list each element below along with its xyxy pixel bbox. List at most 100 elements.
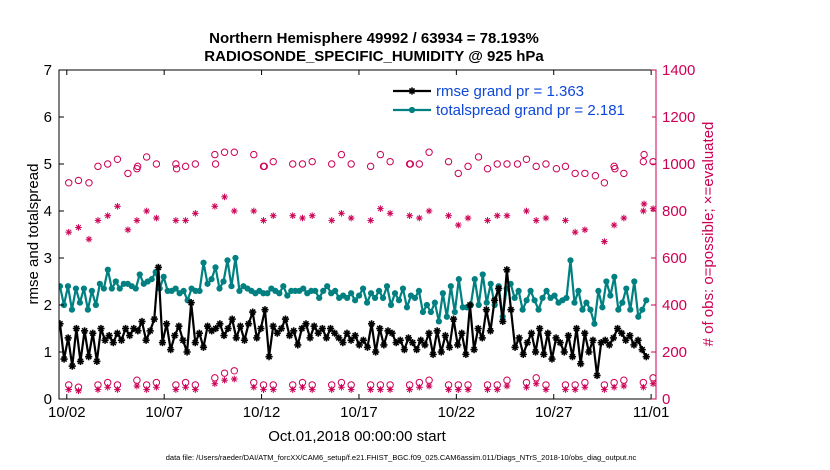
rmse-point xyxy=(298,324,306,333)
rmse-point xyxy=(285,331,294,340)
y-tick-label-right: 200 xyxy=(662,344,687,361)
obs-evaluated-point xyxy=(153,214,160,222)
rmse-point xyxy=(544,329,552,337)
rmse-point xyxy=(113,329,121,337)
totalspread-point xyxy=(435,318,442,325)
rmse-point xyxy=(527,329,536,337)
obs-evaluated-point xyxy=(153,383,160,391)
rmse-point xyxy=(613,324,622,333)
rmse-point xyxy=(101,336,109,344)
rmse-point xyxy=(536,324,544,333)
obs-evaluated-point xyxy=(250,207,258,215)
obs-possible-point xyxy=(425,376,433,384)
totalspread-point xyxy=(100,285,107,292)
rmse-point xyxy=(433,327,441,335)
rmse-point xyxy=(134,327,142,335)
rmse-point xyxy=(76,357,85,365)
totalspread-point xyxy=(579,306,586,313)
obs-evaluated-point xyxy=(445,212,452,219)
totalspread-point xyxy=(316,294,323,302)
obs-evaluated-point xyxy=(104,383,111,391)
obs-evaluated-point xyxy=(581,383,589,391)
totalspread-point xyxy=(236,287,243,294)
rmse-point xyxy=(224,324,232,333)
rmse-point xyxy=(318,324,326,333)
obs-possible-point xyxy=(269,157,277,166)
totalspread-point xyxy=(112,278,119,285)
rmse-point xyxy=(175,322,183,330)
obs-evaluated-point xyxy=(620,382,628,390)
rmse-point xyxy=(372,348,380,356)
obs-evaluated-point xyxy=(308,386,316,393)
totalspread-point xyxy=(515,287,522,294)
obs-possible-point xyxy=(406,160,415,168)
obs-evaluated-point xyxy=(484,217,491,224)
totalspread-point xyxy=(312,287,319,294)
obs-evaluated-point xyxy=(328,217,335,224)
rmse-point xyxy=(244,320,253,328)
obs-possible-point xyxy=(230,367,239,375)
rmse-point xyxy=(191,339,199,347)
rmse-point xyxy=(97,324,105,333)
x-tick-label: 10/12 xyxy=(243,404,281,421)
rmse-point xyxy=(121,324,130,333)
rmse-point xyxy=(306,334,314,342)
obs-evaluated-point xyxy=(75,387,82,395)
totalspread-point xyxy=(627,306,634,313)
rmse-point xyxy=(203,322,212,330)
rmse-point xyxy=(400,346,408,354)
rmse-point xyxy=(216,320,224,328)
obs-evaluated-point xyxy=(425,207,433,215)
rmse-point xyxy=(212,324,220,333)
rmse-point xyxy=(85,353,93,361)
obs-possible-point xyxy=(94,162,102,171)
rmse-point xyxy=(105,331,113,340)
totalspread-point xyxy=(228,283,235,290)
totalspread-point xyxy=(363,299,371,306)
rmse-point xyxy=(548,355,556,363)
obs-evaluated-point xyxy=(192,210,199,217)
rmse-point xyxy=(388,329,396,337)
obs-evaluated-point xyxy=(377,386,384,393)
rmse-point xyxy=(310,322,318,330)
rmse-point xyxy=(367,320,376,328)
chart-subtitle: RADIOSONDE_SPECIFIC_HUMIDITY @ 925 hPa xyxy=(204,48,544,65)
obs-possible-point xyxy=(133,162,142,171)
totalspread-point xyxy=(623,285,630,292)
rmse-point xyxy=(60,355,68,363)
totalspread-point xyxy=(371,294,379,302)
totalspread-point xyxy=(264,290,271,297)
totalspread-point xyxy=(352,297,359,304)
obs-evaluated-point xyxy=(581,226,589,234)
rmse-point xyxy=(273,329,281,337)
obs-possible-point xyxy=(133,376,141,384)
obs-evaluated-point xyxy=(503,212,511,219)
rmse-point xyxy=(626,331,634,340)
totalspread-point xyxy=(511,294,518,302)
legend-label: totalspread grand pr = 2.181 xyxy=(436,102,625,119)
totalspread-point xyxy=(64,283,72,290)
rmse-point xyxy=(413,346,421,354)
rmse-point xyxy=(72,324,80,333)
totalspread-point xyxy=(276,290,283,297)
totalspread-point xyxy=(160,273,167,280)
obs-evaluated-point xyxy=(425,382,433,390)
obs-possible-point xyxy=(191,160,200,168)
obs-evaluated-point xyxy=(640,383,647,391)
totalspread-point xyxy=(447,283,454,290)
obs-possible-point xyxy=(211,374,219,382)
obs-evaluated-point xyxy=(269,212,277,219)
obs-possible-point xyxy=(181,162,190,171)
obs-evaluated-point xyxy=(620,214,628,222)
totalspread-point xyxy=(575,287,582,294)
obs-possible-point xyxy=(552,165,561,173)
obs-evaluated-point xyxy=(503,382,511,390)
totalspread-point xyxy=(415,287,423,294)
obs-possible-point xyxy=(113,155,122,164)
rmse-point xyxy=(470,346,478,354)
totalspread-point xyxy=(375,287,383,294)
obs-evaluated-point xyxy=(299,214,306,222)
totalspread-point xyxy=(443,313,450,320)
obs-possible-point xyxy=(124,169,132,178)
rmse-point xyxy=(158,339,167,347)
